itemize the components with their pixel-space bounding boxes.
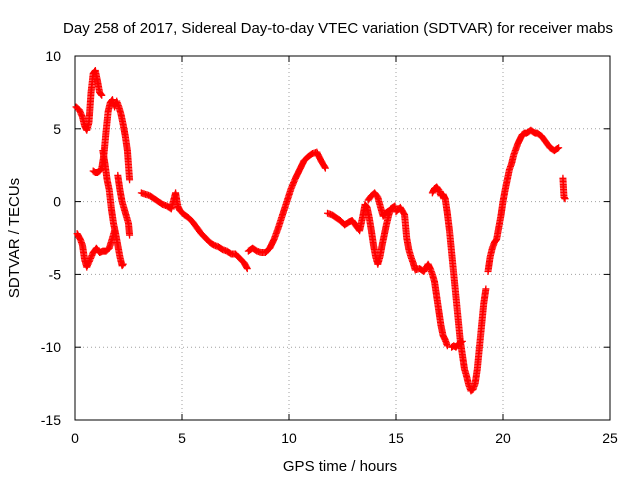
plot-border [74, 55, 611, 421]
data-point [321, 163, 329, 171]
data-point [554, 144, 562, 152]
x-tick-label: 15 [388, 430, 404, 446]
y-tick-label: 0 [53, 194, 61, 210]
chart-title: Day 258 of 2017, Sidereal Day-to-day VTE… [63, 20, 613, 37]
y-tick-label: -15 [41, 412, 61, 428]
data-point [243, 265, 251, 273]
data-point [97, 90, 105, 98]
data-point [391, 202, 399, 210]
data-point [458, 337, 466, 345]
data-point [98, 91, 106, 99]
x-axis-label: GPS time / hours [283, 458, 397, 475]
data-point [126, 176, 134, 184]
gridlines [75, 56, 610, 420]
x-tick-label: 20 [495, 430, 511, 446]
axis-ticks: 0 5 10 15 20 25 -15 -10 -5 0 5 10 [41, 48, 618, 446]
data-point [561, 195, 569, 203]
y-axis-label: SDTVAR / TECUs [6, 178, 23, 298]
x-tick-label: 10 [281, 430, 297, 446]
x-tick-label: 5 [178, 430, 186, 446]
y-tick-label: -10 [41, 339, 61, 355]
data-point [457, 338, 465, 346]
data-point [443, 342, 451, 350]
data-point [385, 207, 393, 215]
data-point [555, 144, 563, 152]
data-point [321, 164, 329, 172]
y-tick-label: -5 [49, 266, 62, 282]
y-tick-label: 5 [53, 121, 61, 137]
data-point [119, 260, 127, 268]
data-point [386, 206, 394, 214]
x-tick-label: 25 [602, 430, 618, 446]
x-tick-label: 0 [71, 430, 79, 446]
y-tick-label: 10 [45, 48, 61, 64]
data-points [72, 67, 569, 395]
data-point [390, 203, 398, 211]
data-point [482, 285, 490, 293]
data-point [126, 231, 134, 239]
